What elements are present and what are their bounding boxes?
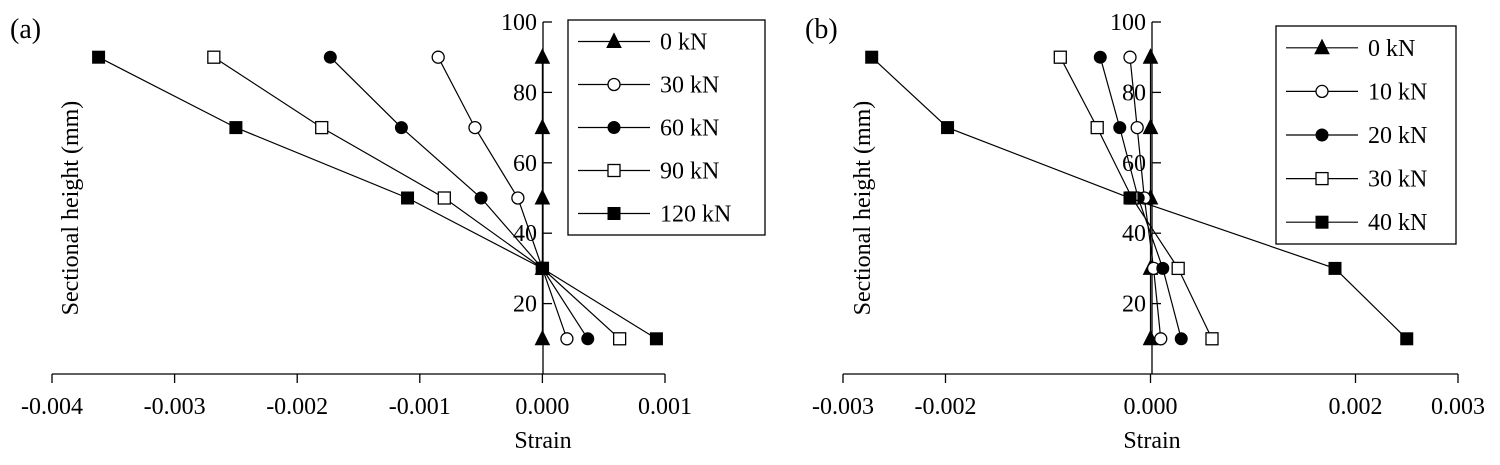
data-point — [1400, 332, 1414, 346]
data-point — [1328, 261, 1342, 275]
x-tick-label: -0.004 — [21, 394, 83, 420]
legend-entry: 30 kN — [1368, 167, 1427, 193]
data-point — [511, 191, 525, 205]
legend-entry: 40 kN — [1368, 210, 1427, 236]
y-tick-label: 40 — [1122, 221, 1146, 247]
data-point — [1142, 329, 1159, 346]
x-tick-label: 0.000 — [1124, 394, 1178, 420]
legend: 0 kN 30 kN 60 kN 90 kN 120 kN — [567, 19, 766, 236]
data-point — [941, 121, 955, 135]
legend: 0 kN 10 kN 20 kN 30 kN 40 kN — [1275, 25, 1457, 245]
data-point — [474, 191, 488, 205]
data-point — [535, 261, 549, 275]
data-point — [207, 50, 221, 64]
legend-entry: 0 kN — [1368, 36, 1415, 62]
data-point — [394, 121, 408, 135]
data-point — [401, 191, 415, 205]
series-30-kn — [431, 50, 574, 346]
x-tick-label: -0.003 — [144, 394, 206, 420]
y-tick-label: 20 — [1122, 292, 1146, 318]
series-40-kn — [865, 50, 1414, 346]
data-point — [229, 121, 243, 135]
legend-marker — [1315, 171, 1329, 186]
series-120-kn — [92, 50, 663, 346]
legend-entry: 0 kN — [660, 30, 707, 56]
data-point — [431, 50, 445, 64]
data-point — [612, 332, 627, 346]
legend-entry: 30 kN — [660, 73, 719, 99]
legend-box — [1275, 25, 1457, 245]
data-point — [468, 120, 482, 135]
y-tick-label: 100 — [1110, 10, 1146, 36]
legend-entry: 90 kN — [660, 159, 719, 185]
data-point — [1053, 50, 1067, 64]
legend-entry: 60 kN — [660, 116, 719, 142]
legend-marker — [607, 121, 621, 134]
data-point — [1113, 121, 1127, 135]
data-point — [315, 120, 329, 135]
panel-a: (a)-0.004 -0.003 -0.002 -0.001 0.000 0.001204… — [10, 10, 766, 454]
legend-marker — [607, 163, 621, 178]
legend-marker — [607, 77, 621, 92]
data-point — [1142, 118, 1159, 135]
legend-marker — [606, 32, 622, 48]
x-tick-label: 0.003 — [1431, 394, 1485, 420]
data-point — [1123, 191, 1137, 205]
x-axis-title: Strain — [514, 428, 571, 454]
data-point — [581, 332, 595, 346]
y-tick-label: 100 — [501, 10, 537, 36]
series-line — [329, 56, 589, 340]
x-tick-label: 0.000 — [515, 394, 569, 420]
data-point — [649, 332, 663, 346]
data-point — [534, 118, 551, 135]
series-0-kn — [534, 48, 551, 346]
data-point — [1093, 50, 1107, 64]
x-axis-title: Strain — [1123, 428, 1180, 454]
legend-marker — [1315, 84, 1329, 99]
data-point — [1130, 120, 1144, 135]
data-point — [534, 48, 551, 64]
x-tick-label: -0.003 — [812, 394, 874, 420]
y-tick-label: 60 — [513, 151, 537, 177]
data-point — [437, 191, 451, 205]
legend-entry: 10 kN — [1368, 79, 1427, 105]
data-point — [534, 188, 551, 205]
data-point — [92, 50, 106, 64]
y-tick-label: 80 — [513, 80, 537, 106]
data-point — [1171, 261, 1185, 276]
legend-marker — [1314, 38, 1330, 55]
legend-marker — [1315, 215, 1329, 229]
series-line — [437, 56, 568, 339]
data-point — [1090, 120, 1104, 135]
legend-marker — [1315, 128, 1329, 142]
x-tick-label: 0.002 — [1329, 394, 1383, 420]
data-point — [1174, 332, 1188, 346]
series-10-kn — [1123, 50, 1168, 346]
data-point — [1123, 50, 1137, 64]
x-tick-label: 0.001 — [638, 394, 692, 420]
data-point — [1205, 332, 1219, 346]
data-point — [865, 50, 879, 64]
legend-entry: 20 kN — [1368, 123, 1427, 149]
panel-label: (a) — [10, 14, 41, 45]
x-tick-label: -0.002 — [266, 394, 328, 420]
data-point — [560, 332, 574, 346]
panel-label: (b) — [805, 14, 838, 45]
series-line — [213, 56, 621, 340]
y-tick-label: 60 — [1122, 151, 1146, 177]
x-tick-label: -0.002 — [915, 394, 977, 420]
data-point — [534, 329, 551, 346]
panel-b: (b)-0.003 -0.002 0.000 0.002 0.0032040608010… — [805, 10, 1485, 454]
legend-entry: 120 kN — [660, 202, 731, 228]
data-point — [323, 50, 337, 64]
data-point — [1154, 332, 1168, 346]
y-axis-title: Sectional height (mm) — [58, 101, 84, 316]
data-point — [1156, 261, 1170, 275]
y-tick-label: 20 — [513, 292, 537, 318]
x-tick-label: -0.001 — [389, 394, 451, 420]
y-axis-title: Sectional height (mm) — [850, 101, 876, 316]
data-point — [1142, 48, 1159, 64]
legend-marker — [607, 207, 621, 220]
